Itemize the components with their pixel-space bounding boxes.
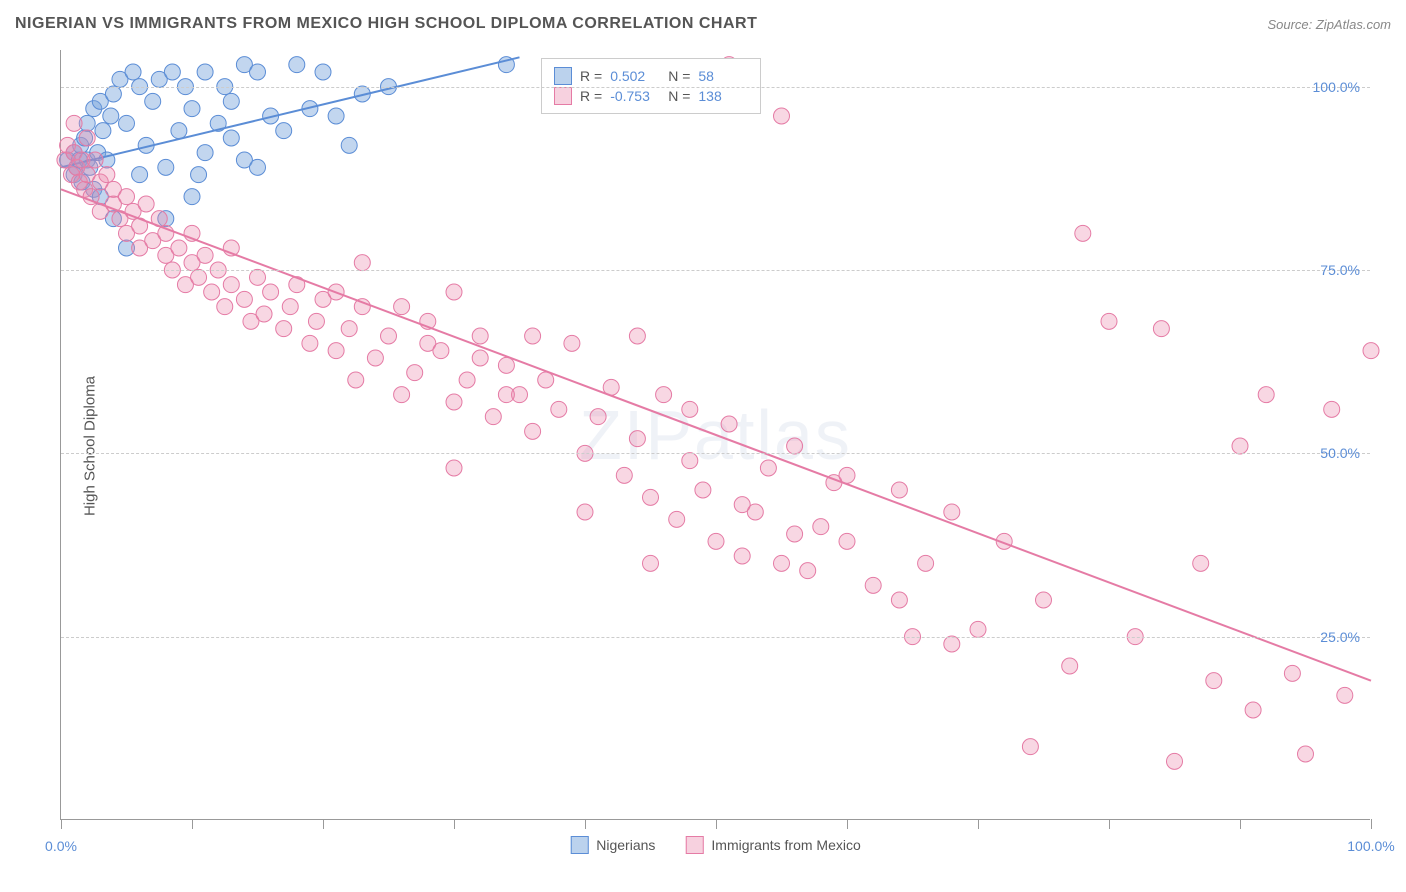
stats-row-nigerians: R = 0.502 N = 58 — [554, 67, 748, 85]
legend-label-nigerians: Nigerians — [596, 837, 655, 853]
n-val-1: 58 — [698, 68, 748, 84]
swatch-nigerians — [554, 67, 572, 85]
n-label-1: N = — [668, 68, 690, 84]
scatter-svg — [61, 50, 1370, 819]
r-label-1: R = — [580, 68, 602, 84]
title-bar: NIGERIAN VS IMMIGRANTS FROM MEXICO HIGH … — [15, 15, 1391, 33]
n-label-2: N = — [668, 88, 690, 104]
legend-swatch-nigerians — [570, 836, 588, 854]
r-val-1: 0.502 — [610, 68, 660, 84]
legend-item-mexico: Immigrants from Mexico — [685, 836, 860, 854]
swatch-mexico — [554, 87, 572, 105]
chart-container: NIGERIAN VS IMMIGRANTS FROM MEXICO HIGH … — [0, 0, 1406, 892]
legend-label-mexico: Immigrants from Mexico — [711, 837, 860, 853]
source-label: Source: ZipAtlas.com — [1267, 17, 1391, 32]
legend-item-nigerians: Nigerians — [570, 836, 655, 854]
chart-title: NIGERIAN VS IMMIGRANTS FROM MEXICO HIGH … — [15, 15, 757, 33]
r-label-2: R = — [580, 88, 602, 104]
stats-row-mexico: R = -0.753 N = 138 — [554, 87, 748, 105]
r-val-2: -0.753 — [610, 88, 660, 104]
n-val-2: 138 — [698, 88, 748, 104]
plot-area: ZIPatlas R = 0.502 N = 58 R = -0.753 N =… — [60, 50, 1370, 820]
legend-swatch-mexico — [685, 836, 703, 854]
bottom-legend: Nigerians Immigrants from Mexico — [570, 836, 861, 854]
